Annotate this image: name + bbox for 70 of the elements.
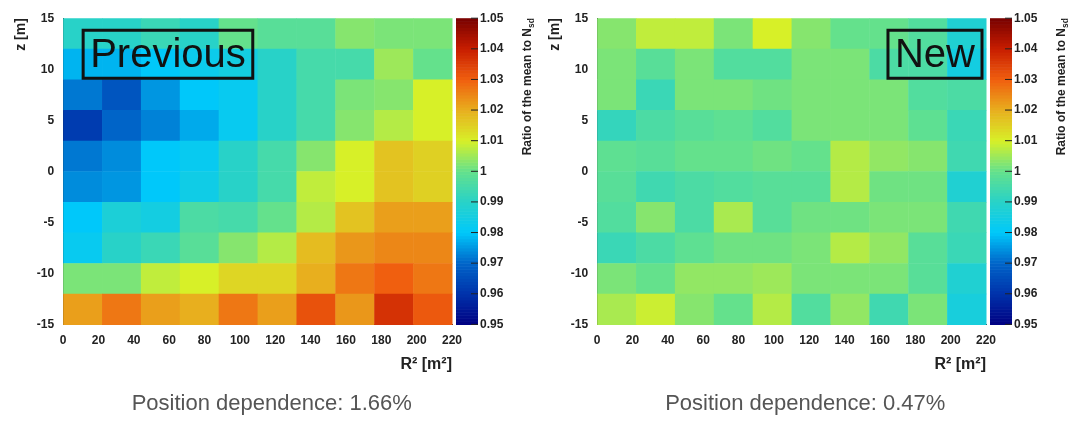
color-bar-label: 0.95: [480, 316, 504, 331]
y-tick-label: 10: [574, 61, 589, 76]
color-bar-label: 0.98: [1013, 224, 1038, 239]
x-tick-label: 40: [127, 332, 142, 347]
color-bar-label: 0.96: [1013, 286, 1038, 301]
x-tick-label: 100: [230, 332, 251, 347]
color-bar-label: 1.03: [480, 71, 504, 86]
color-bar-label: 0.95: [1013, 316, 1038, 331]
color-bar-title: Ratio of the mean to Nsd: [1054, 18, 1070, 156]
color-bar-label: 1.02: [1013, 102, 1038, 117]
x-tick-label: 0: [60, 332, 68, 347]
x-tick-label: 60: [696, 332, 710, 347]
x-tick-label: 120: [265, 332, 286, 347]
color-bar-label: 0.97: [1013, 255, 1038, 270]
color-bar-label: 0.97: [480, 255, 504, 270]
color-bar-label: 1: [1013, 163, 1021, 178]
y-axis-title: z [m]: [12, 18, 29, 51]
annotation: New: [894, 31, 975, 76]
x-tick-label: 100: [763, 332, 784, 347]
color-bar-label: 1.01: [1013, 132, 1038, 147]
x-axis-title: R² [m²]: [934, 354, 986, 372]
x-tick-label: 80: [198, 332, 212, 347]
y-tick-label: -5: [577, 214, 589, 229]
y-tick-label: -5: [43, 214, 55, 229]
x-tick-label: 220: [975, 332, 997, 347]
y-tick-label: 5: [581, 112, 589, 127]
x-axis-title: R² [m²]: [400, 354, 453, 372]
color-bar-label: 1.02: [480, 102, 504, 117]
x-tick-label: 200: [406, 332, 428, 347]
color-bar-label: 1.04: [480, 41, 504, 56]
y-tick-label: -15: [37, 316, 55, 331]
annotation: Previous: [90, 31, 247, 76]
color-bar-label: 1.04: [1013, 41, 1038, 56]
y-tick-label: 15: [574, 10, 589, 25]
y-tick-label: 0: [47, 163, 55, 178]
x-tick-label: 160: [336, 332, 357, 347]
color-bar-label: 1.01: [480, 132, 504, 147]
x-tick-label: 220: [442, 332, 463, 347]
x-tick-label: 80: [731, 332, 746, 347]
y-tick-label: 10: [41, 61, 55, 76]
color-bar-label: 1: [480, 163, 488, 178]
x-tick-label: 160: [869, 332, 891, 347]
x-tick-label: 140: [300, 332, 322, 347]
y-tick-label: 0: [581, 163, 589, 178]
y-tick-label: -15: [570, 316, 589, 331]
y-tick-label: 15: [41, 10, 55, 25]
color-bar-label: 0.99: [1013, 194, 1038, 209]
color-bar-label: 0.98: [480, 224, 504, 239]
x-tick-label: 140: [834, 332, 855, 347]
x-tick-label: 180: [371, 332, 392, 347]
text: Position dependence: 0.47%: [665, 390, 946, 416]
y-tick-label: -10: [37, 265, 55, 280]
x-tick-label: 60: [162, 332, 177, 347]
x-tick-label: 200: [940, 332, 961, 347]
y-tick-label: -10: [570, 265, 589, 280]
x-tick-label: 40: [660, 332, 675, 347]
color-bar-label: 0.96: [480, 286, 504, 301]
text: Position dependence: 1.66%: [131, 390, 412, 416]
x-tick-label: 180: [905, 332, 926, 347]
color-bar-label: 1.05: [480, 10, 504, 25]
x-tick-label: 20: [92, 332, 106, 347]
color-bar-label: 1.05: [1013, 10, 1038, 25]
color-bar-label: 1.03: [1013, 71, 1038, 86]
color-bar-title: Ratio of the mean to Nsd: [520, 18, 537, 156]
y-axis-title: z [m]: [546, 18, 563, 51]
x-tick-label: 20: [625, 332, 640, 347]
x-tick-label: 120: [798, 332, 820, 347]
y-tick-label: 5: [47, 112, 55, 127]
color-bar-label: 0.99: [480, 194, 504, 209]
x-tick-label: 0: [593, 332, 601, 347]
